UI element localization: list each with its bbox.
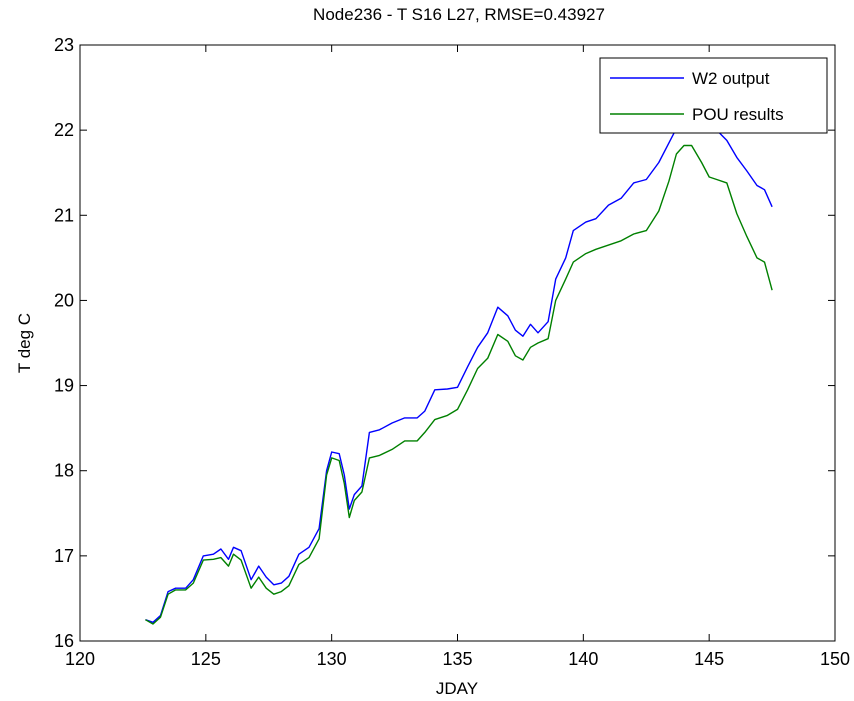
y-axis-label: T deg C: [15, 313, 34, 373]
series-layer: [145, 102, 773, 625]
x-axis-label: JDAY: [436, 679, 478, 698]
y-tick-label: 19: [54, 376, 74, 396]
series-line-w2-output: [145, 102, 773, 623]
y-tick-label: 22: [54, 120, 74, 140]
y-axis: 16 17 18 19 20 21 22 23: [54, 35, 835, 651]
y-tick-label: 21: [54, 205, 74, 225]
x-tick-label: 140: [568, 649, 598, 669]
y-tick-label: 23: [54, 35, 74, 55]
legend-box: [599, 57, 828, 134]
legend-label-pou-results: POU results: [692, 105, 784, 124]
y-tick-label: 18: [54, 461, 74, 481]
legend: W2 output POU results: [599, 57, 828, 134]
x-tick-label: 150: [820, 649, 850, 669]
series-line-pou-results: [145, 144, 773, 625]
x-axis: 120 125 130 135 140 145 150: [65, 45, 850, 669]
x-tick-label: 120: [65, 649, 95, 669]
x-tick-label: 145: [694, 649, 724, 669]
chart-title: Node236 - T S16 L27, RMSE=0.43927: [313, 5, 605, 24]
y-tick-label: 16: [54, 631, 74, 651]
x-tick-label: 125: [191, 649, 221, 669]
y-tick-label: 20: [54, 290, 74, 310]
x-tick-label: 135: [442, 649, 472, 669]
x-tick-label: 130: [317, 649, 347, 669]
y-tick-label: 17: [54, 546, 74, 566]
legend-label-w2-output: W2 output: [692, 69, 770, 88]
plot-area: [79, 44, 836, 642]
